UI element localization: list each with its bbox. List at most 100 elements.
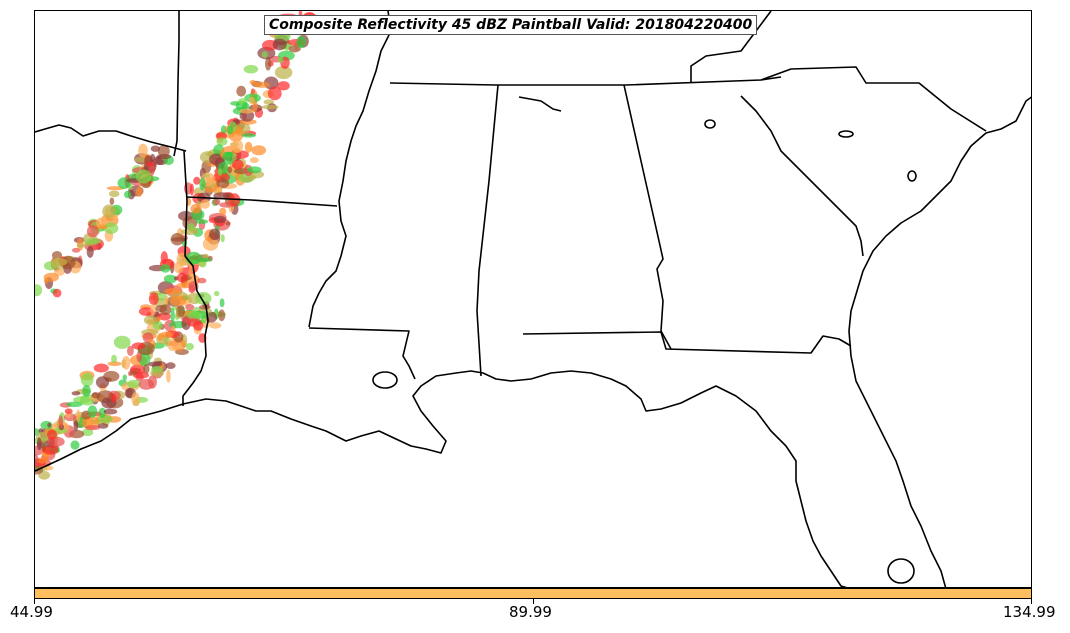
paintball-blob xyxy=(160,264,171,273)
paintball-blob xyxy=(52,288,62,298)
paintball-blob xyxy=(146,161,154,167)
paintball-blob xyxy=(193,320,204,331)
paintball-blob xyxy=(232,153,237,162)
map-frame xyxy=(34,10,1032,588)
paintball-blob xyxy=(232,159,244,170)
paintball-blob xyxy=(239,108,254,114)
paintball-blob xyxy=(108,190,120,198)
paintball-blob xyxy=(87,405,98,418)
paintball-blob xyxy=(76,409,81,423)
paintball-blob xyxy=(127,379,141,389)
paintball-blob xyxy=(277,56,284,64)
paintball-blob xyxy=(131,342,146,350)
paintball-blob xyxy=(70,440,80,450)
paintball-blob xyxy=(180,228,198,235)
colorbar-tick-mid xyxy=(533,599,534,604)
paintball-blob xyxy=(188,264,193,278)
paintball-blob xyxy=(247,166,262,174)
colorbar-label-min: 44.99 xyxy=(10,603,53,621)
paintball-blob xyxy=(198,304,211,310)
map-title: Composite Reflectivity 45 dBZ Paintball … xyxy=(264,15,758,35)
paintball-blob xyxy=(170,233,185,246)
paintball-blob xyxy=(164,288,182,295)
paintball-blob xyxy=(263,99,275,105)
paintball-blob xyxy=(219,207,227,216)
paintball-blob xyxy=(65,401,83,407)
paintball-blob xyxy=(150,153,156,163)
paintball-blob xyxy=(111,393,117,403)
paintball-blob xyxy=(176,272,188,283)
paintball-blob xyxy=(80,372,94,387)
colorbar-tick-max xyxy=(1031,599,1032,604)
paintball-blob xyxy=(216,178,230,189)
va-nc-border xyxy=(690,11,772,83)
paintball-blob xyxy=(147,361,163,367)
paintball-blob xyxy=(86,225,99,238)
paintball-blob xyxy=(236,85,247,97)
paintball-blob xyxy=(91,392,101,399)
paintball-blob xyxy=(245,145,253,151)
paintball-blob xyxy=(35,284,43,297)
paintball-blob xyxy=(135,169,152,184)
paintball-blob xyxy=(138,143,148,158)
paintball-blob xyxy=(249,157,259,164)
paintball-blob xyxy=(47,429,57,440)
paintball-blob xyxy=(209,228,221,241)
paintball-blob xyxy=(95,376,110,389)
paintball-blob xyxy=(173,261,184,274)
paintball-blob xyxy=(155,316,161,322)
paintball-blob xyxy=(209,322,222,329)
tn-south-border xyxy=(389,76,782,86)
paintball-blob xyxy=(217,168,223,176)
paintball-blob xyxy=(195,219,209,225)
paintball-blob xyxy=(111,354,117,364)
paintball-blob xyxy=(225,221,231,226)
paintball-blob xyxy=(73,420,79,432)
paintball-blob xyxy=(213,215,227,224)
paintball-blob xyxy=(267,86,282,101)
mississippi-river xyxy=(308,11,392,328)
paintball-blob xyxy=(251,145,267,156)
paintball-blob xyxy=(296,35,306,49)
paintball-blob xyxy=(190,203,202,214)
paintball-blob xyxy=(241,133,257,138)
paintball-blob xyxy=(166,369,171,383)
paintball-blob xyxy=(138,379,154,390)
paintball-blob xyxy=(126,345,134,356)
paintball-blob xyxy=(185,343,194,351)
paintball-blob xyxy=(93,363,109,373)
paintball-blob xyxy=(86,246,94,258)
la-ms-border xyxy=(308,327,416,380)
ok-tx-border xyxy=(35,124,187,152)
ga-sc-border xyxy=(740,95,864,257)
paintball-blob xyxy=(97,423,109,429)
paintball-blob xyxy=(138,307,154,316)
paintball-blob xyxy=(43,272,59,282)
paintball-blob xyxy=(150,145,161,152)
paintball-blob xyxy=(249,79,256,85)
florida-east-coast xyxy=(848,96,1031,587)
paintball-blob xyxy=(261,104,279,110)
state-boundaries xyxy=(35,11,1031,587)
paintball-blob xyxy=(102,204,116,219)
paintball-blob xyxy=(277,81,290,91)
paintball-blob xyxy=(202,237,219,251)
map-canvas xyxy=(35,11,1031,587)
colorbar xyxy=(34,588,1032,599)
paintball-blob xyxy=(98,225,108,230)
paintball-blob xyxy=(122,356,131,370)
paintball-blob xyxy=(197,277,207,284)
paintball-blob xyxy=(148,292,159,306)
paintball-blob xyxy=(35,453,39,468)
paintball-blob xyxy=(212,198,221,206)
paintball-blob xyxy=(122,374,128,381)
ar-la-border xyxy=(182,150,209,406)
paintball-blob xyxy=(274,65,293,80)
paintball-blob xyxy=(71,391,81,396)
paintball-blob xyxy=(288,45,301,53)
paintball-blob xyxy=(143,315,157,325)
paintball-blob xyxy=(220,234,225,243)
colorbar-tick-min xyxy=(34,599,35,604)
paintball-blob xyxy=(85,238,102,245)
paintball-blob xyxy=(47,422,52,428)
